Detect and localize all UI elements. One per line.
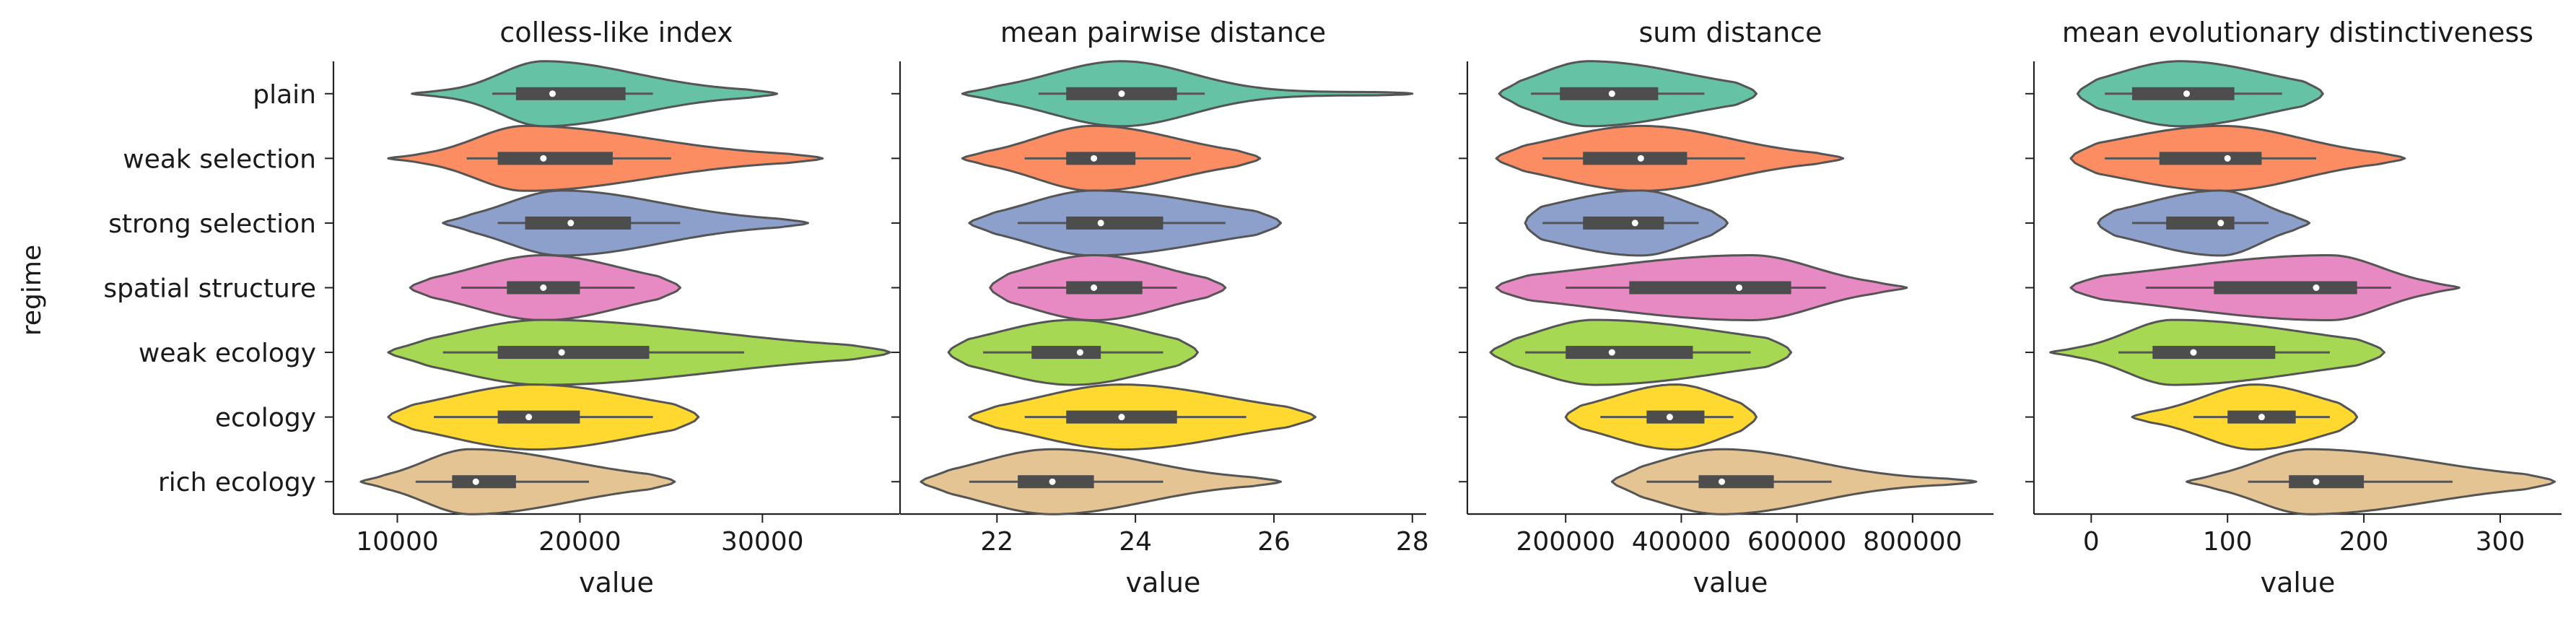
violin-median-dot — [2258, 414, 2265, 421]
violin-median-dot — [2183, 90, 2191, 97]
x-tick-label: 200 — [2339, 527, 2389, 557]
violin-iqr-box — [2159, 152, 2262, 165]
violin-median-dot — [1091, 155, 1098, 162]
x-tick-label: 10000 — [356, 527, 439, 557]
x-tick-label: 100 — [2203, 527, 2253, 557]
violin-median-dot — [525, 414, 533, 421]
violin-median-dot — [2313, 478, 2320, 485]
violin-iqr-box — [1698, 475, 1774, 489]
violin-iqr-box — [2166, 216, 2235, 230]
violin-median-dot — [1097, 219, 1104, 227]
violin-median-dot — [540, 155, 547, 162]
panel-title: colless-like index — [499, 17, 733, 48]
violin-iqr-box — [2152, 346, 2276, 360]
violin-iqr-box — [1066, 281, 1143, 295]
violin-iqr-box — [497, 410, 580, 424]
x-tick-label: 24 — [1119, 527, 1152, 557]
violin-median-dot — [549, 90, 556, 97]
violin-median-dot — [1631, 219, 1638, 227]
violin-median-dot — [472, 478, 479, 485]
x-tick-label: 30000 — [721, 527, 804, 557]
violin-median-dot — [1736, 284, 1743, 291]
violin-median-dot — [1608, 90, 1615, 97]
panel-4: mean evolutionary distinctiveness 0 100 200… — [2025, 17, 2562, 599]
x-tick-label: 400000 — [1632, 527, 1731, 557]
x-tick-label: 600000 — [1747, 527, 1846, 557]
violin-iqr-box — [515, 87, 626, 100]
violin-median-dot — [2224, 155, 2231, 162]
panel-3: sum distance 200000 400000 600000 800000 valu… — [1459, 17, 1994, 599]
violin-median-dot — [1076, 349, 1083, 356]
violin-iqr-box — [1646, 410, 1705, 424]
violin-median-dot — [558, 349, 565, 356]
x-axis-label: value — [2261, 567, 2336, 599]
y-tick-label: spatial structure — [103, 274, 316, 304]
violin-iqr-box — [2214, 281, 2357, 295]
violin-median-dot — [1718, 478, 1725, 485]
y-tick-label: rich ecology — [158, 468, 316, 497]
x-tick-label: 28 — [1396, 527, 1429, 557]
violin-iqr-box — [1066, 216, 1163, 230]
violin-iqr-box — [2132, 87, 2235, 100]
x-tick-label: 200000 — [1516, 527, 1615, 557]
x-axis-label: value — [579, 567, 654, 599]
panel-2: mean pairwise distance 22 24 26 28 value — [891, 17, 1429, 599]
violin-iqr-box — [1566, 346, 1693, 360]
violin-iqr-box — [1583, 152, 1688, 165]
x-tick-label: 22 — [980, 527, 1013, 557]
violin-median-dot — [2313, 284, 2320, 291]
violin-iqr-box — [1583, 216, 1664, 230]
y-axis-label: regime — [17, 245, 47, 336]
x-tick-label: 20000 — [538, 527, 621, 557]
violin-iqr-box — [452, 475, 516, 489]
violin-median-dot — [1608, 349, 1615, 356]
violin-median-dot — [1118, 90, 1125, 97]
violin-median-dot — [1666, 414, 1673, 421]
violin-iqr-box — [525, 216, 632, 230]
x-axis-label: value — [1693, 567, 1768, 599]
x-tick-label: 0 — [2083, 527, 2100, 557]
x-axis-label: value — [1126, 567, 1201, 599]
x-tick-label: 26 — [1257, 527, 1291, 557]
panel-title: mean evolutionary distinctiveness — [2062, 17, 2533, 48]
x-tick-label: 800000 — [1863, 527, 1962, 557]
violin-median-dot — [540, 284, 547, 291]
panel-title: sum distance — [1639, 17, 1822, 48]
panel-title: mean pairwise distance — [1000, 17, 1326, 48]
violin-iqr-box — [1018, 475, 1094, 489]
y-tick-label: weak ecology — [139, 339, 316, 368]
violin-iqr-box — [497, 152, 613, 165]
violin-median-dot — [1118, 414, 1125, 421]
violin-median-dot — [2217, 219, 2224, 227]
violin-median-dot — [1091, 284, 1098, 291]
y-tick-label: ecology — [215, 404, 316, 433]
y-tick-label: strong selection — [108, 209, 316, 239]
violin-median-dot — [1049, 478, 1056, 485]
violin-iqr-box — [1629, 281, 1791, 295]
panel-1: colless-like index plain weak selection str… — [103, 17, 899, 599]
violin-iqr-box — [1066, 152, 1136, 165]
violin-iqr-box — [2289, 475, 2365, 489]
x-tick-label: 300 — [2476, 527, 2525, 557]
y-tick-label: weak selection — [123, 144, 316, 174]
y-tick-label: plain — [253, 80, 316, 110]
violin-median-dot — [1637, 155, 1644, 162]
violin-median-dot — [567, 219, 575, 227]
violin-median-dot — [2190, 349, 2197, 356]
violin-iqr-box — [497, 346, 650, 360]
violin-iqr-box — [1031, 346, 1101, 360]
